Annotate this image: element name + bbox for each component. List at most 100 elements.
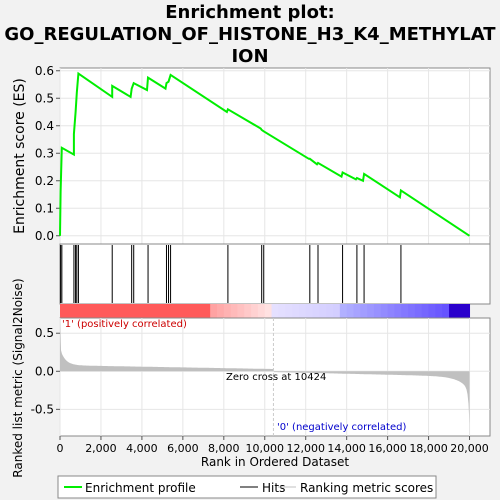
color-bar-segment (230, 304, 238, 318)
es-ytick-label: 0.0 (35, 229, 54, 243)
es-ytick-label: 0.3 (35, 146, 54, 160)
hits-panel (59, 243, 491, 305)
x-axis-label: Rank in Ordered Dataset (201, 455, 349, 469)
x-tick-label: 20,000 (450, 442, 489, 455)
x-tick-label: 18,000 (409, 442, 448, 455)
color-bar-segment (114, 304, 122, 318)
color-bar-segment (414, 304, 423, 318)
color-bar-segment (203, 304, 211, 318)
color-bar-segment (169, 304, 177, 318)
metric-ytick-label: 0.0 (35, 364, 54, 378)
rank-color-bar (60, 304, 471, 318)
color-bar-segment (87, 304, 95, 318)
x-tick-label: 8,000 (208, 442, 240, 455)
color-bar-segment (285, 304, 293, 318)
metric-axis-label: Ranked list metric (Signal2Noise) (11, 278, 25, 477)
color-bar-segment (223, 304, 232, 318)
enrichment-profile-line (59, 71, 471, 237)
es-ytick-label: 0.5 (35, 91, 54, 105)
color-bar-segment (428, 304, 436, 318)
metric-ytick-label: 0.5 (35, 326, 54, 340)
color-bar-segment (100, 304, 109, 318)
color-bar-segment (360, 304, 368, 318)
color-bar-segment (196, 304, 204, 318)
color-bar-segment (216, 304, 225, 318)
color-bar-segment (128, 304, 136, 318)
legend-metric-label: Ranking metric scores (300, 481, 433, 495)
metric-panel (59, 317, 491, 437)
color-bar-segment (442, 304, 450, 318)
color-bar-segment (182, 304, 191, 318)
legend-hits-label: Hits (262, 481, 285, 495)
color-bar-segment (435, 304, 443, 318)
x-tick-label: 0 (57, 442, 64, 455)
color-bar-segment (80, 304, 88, 318)
es-ytick-label: 0.6 (35, 64, 54, 78)
color-bar-segment (298, 304, 307, 318)
color-bar-segment (305, 304, 314, 318)
color-bar-segment (251, 304, 259, 318)
color-bar-segment (176, 304, 184, 318)
color-bar-segment (339, 304, 348, 318)
color-bar-segment (135, 304, 143, 318)
x-tick-label: 10,000 (246, 442, 285, 455)
color-bar-segment (244, 304, 252, 318)
color-bar-segment (257, 304, 266, 318)
color-bar-segment (210, 304, 218, 318)
color-bar-segment (367, 304, 375, 318)
color-bar-segment (162, 304, 170, 318)
x-tick-label: 6,000 (167, 442, 199, 455)
color-bar-segment (312, 304, 320, 318)
x-tick-label: 4,000 (126, 442, 158, 455)
color-bar-segment (380, 304, 389, 318)
color-bar-segment (346, 304, 354, 318)
color-bar-segment (353, 304, 361, 318)
color-bar-segment (148, 304, 157, 318)
x-tick-label: 16,000 (368, 442, 407, 455)
color-bar-segment (73, 304, 81, 318)
legend-es-label: Enrichment profile (85, 481, 196, 495)
color-bar-segment (394, 304, 402, 318)
color-bar-segment (455, 304, 464, 318)
color-bar-segment (292, 304, 300, 318)
color-bar-segment (333, 304, 341, 318)
chart-title-line2: GO_REGULATION_OF_HISTONE_H3_K4_METHYLAT (4, 24, 496, 45)
color-bar-segment (449, 304, 457, 318)
color-bar-segment (271, 304, 279, 318)
x-tick-label: 2,000 (85, 442, 117, 455)
color-bar-segment (408, 304, 416, 318)
negative-correlation-label: '0' (negatively correlated) (277, 422, 406, 433)
es-axis-label: Enrichment score (ES) (12, 78, 28, 234)
positive-correlation-label: '1' (positively correlated) (62, 319, 187, 330)
es-ytick-label: 0.4 (35, 119, 54, 133)
color-bar-segment (401, 304, 409, 318)
chart-title-line1: Enrichment plot: (165, 2, 335, 23)
chart-title-line3: ION (231, 46, 269, 67)
color-bar-segment (189, 304, 198, 318)
color-bar-segment (60, 304, 68, 318)
color-bar-segment (155, 304, 163, 318)
color-bar-segment (387, 304, 395, 318)
es-ytick-label: 0.2 (35, 174, 54, 188)
ranking-metric-area (60, 314, 470, 425)
color-bar-segment (66, 304, 75, 318)
color-bar-segment (462, 304, 471, 318)
color-bar-segment (107, 304, 116, 318)
x-tick-label: 12,000 (286, 442, 325, 455)
color-bar-segment (421, 304, 430, 318)
color-bar-segment (121, 304, 129, 318)
color-bar-segment (237, 304, 245, 318)
color-bar-segment (326, 304, 334, 318)
color-bar-segment (94, 304, 102, 318)
color-bar-segment (278, 304, 286, 318)
zero-cross-label: Zero cross at 10424 (226, 372, 326, 383)
color-bar-segment (373, 304, 382, 318)
x-tick-label: 14,000 (327, 442, 366, 455)
color-bar-segment (141, 304, 150, 318)
metric-ytick-label: -0.5 (31, 402, 54, 416)
color-bar-segment (264, 304, 273, 318)
color-bar-segment (319, 304, 327, 318)
es-ytick-label: 0.1 (35, 201, 54, 215)
es-panel (59, 67, 491, 245)
